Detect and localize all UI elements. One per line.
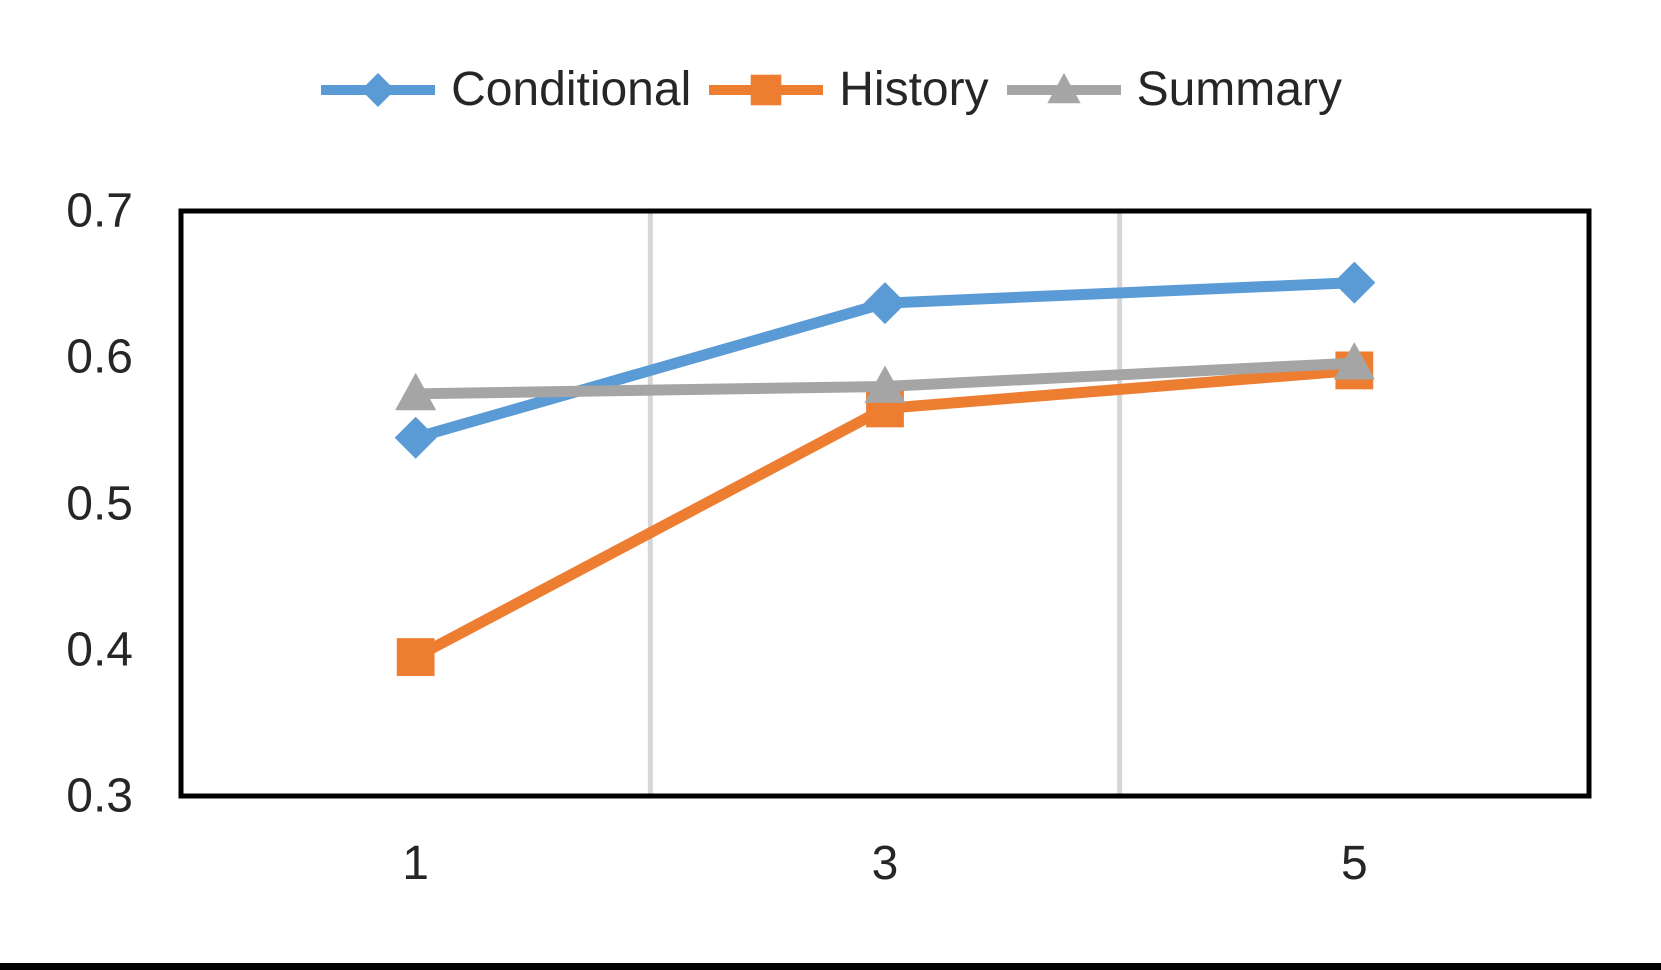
y-tick-label: 0.4	[66, 623, 133, 677]
x-tick-label: 3	[871, 837, 899, 890]
y-tick-label: 0.3	[66, 769, 133, 823]
legend-label: Summary	[1136, 63, 1342, 116]
legend: Conditional History Summary	[0, 63, 1661, 117]
legend-label: History	[839, 63, 989, 116]
legend-item-history: History	[707, 63, 989, 117]
legend-label: Conditional	[451, 63, 692, 116]
x-tick-label: 1	[402, 837, 430, 890]
y-tick-label: 0.5	[66, 477, 133, 530]
legend-item-summary: Summary	[1005, 63, 1342, 117]
x-tick-label: 5	[1340, 837, 1368, 890]
summary-triangle-legend-icon	[1005, 67, 1123, 113]
y-tick-label: 0.7	[66, 184, 133, 238]
bottom-border-bar	[0, 963, 1661, 970]
conditional-diamond-legend-icon	[319, 67, 437, 113]
legend-item-conditional: Conditional	[319, 63, 692, 117]
history-square-legend-icon	[707, 67, 825, 113]
y-tick-label: 0.6	[66, 330, 133, 384]
